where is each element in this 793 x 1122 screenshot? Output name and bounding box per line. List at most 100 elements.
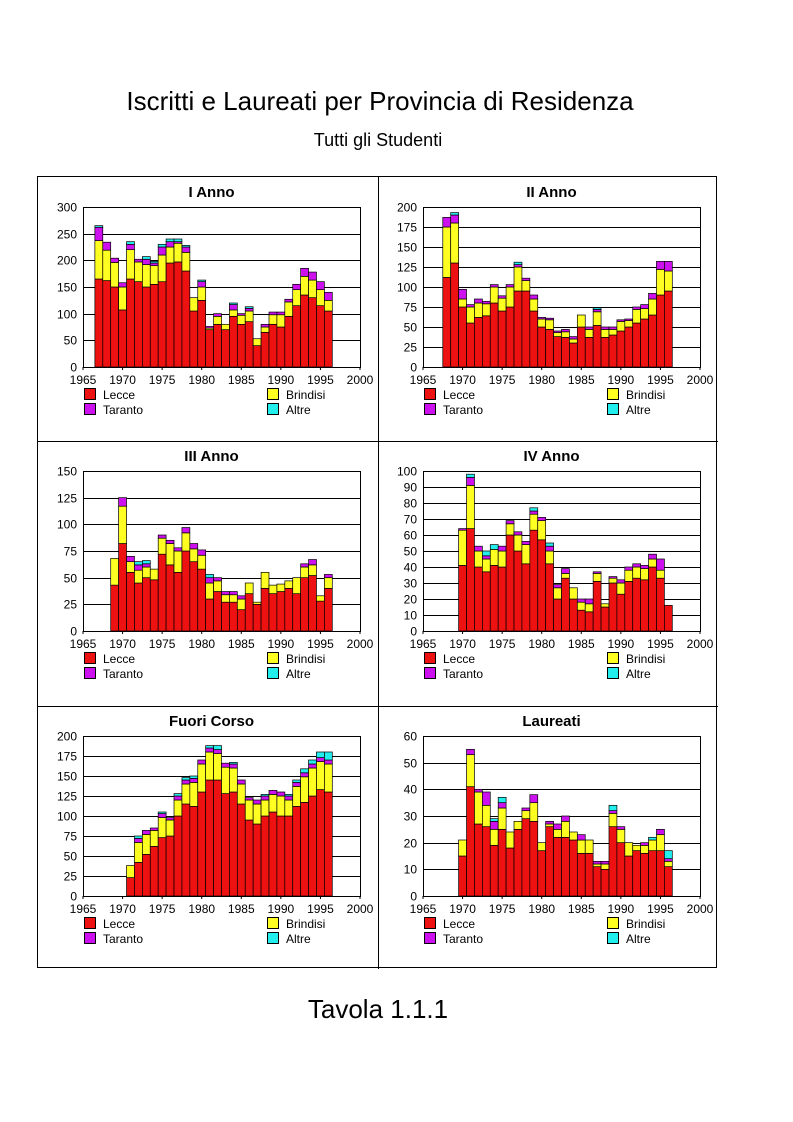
y-tick-label: 25 [64, 598, 78, 612]
bar-segment-lecce [126, 877, 135, 897]
bar-segment-lecce [513, 550, 523, 632]
bar-segment-taranto [640, 304, 649, 309]
y-tick-label: 100 [57, 308, 77, 322]
y-tick-label: 200 [57, 254, 77, 268]
bar-segment-lecce [632, 322, 641, 368]
bar-segment-lecce [576, 609, 586, 632]
bar-segment-lecce [292, 593, 301, 632]
bar-segment-taranto [165, 241, 175, 248]
bar-segment-brindisi [213, 315, 222, 325]
x-tick-label: 2000 [347, 373, 374, 387]
bar-segment-taranto [221, 762, 230, 768]
legend-label: Altre [286, 932, 311, 946]
bar-segment-taranto [608, 576, 618, 579]
bar-segment-lecce [260, 587, 270, 632]
bar-segment-brindisi [561, 573, 570, 579]
bar-segment-lecce [197, 568, 207, 632]
bar-segment-taranto [308, 271, 317, 281]
bar-segment-taranto [284, 795, 294, 801]
bar-segment-lecce [229, 791, 238, 897]
bar-segment-taranto [189, 543, 199, 550]
bar-segment-brindisi [324, 763, 333, 793]
bar-segment-taranto [324, 759, 333, 765]
bar-segment-lecce [165, 835, 175, 897]
bar-segment-lecce [576, 852, 586, 897]
bar-segment-brindisi [616, 321, 626, 332]
legend-label: Taranto [103, 403, 143, 417]
bar-segment-brindisi [284, 301, 294, 317]
bar-segment-brindisi [308, 279, 317, 299]
legend-label: Brindisi [286, 917, 325, 931]
bar-segment-brindisi [292, 577, 301, 595]
bar-segment-altre [482, 550, 491, 557]
bar-segment-brindisi [664, 860, 673, 868]
bar-segment-taranto [126, 555, 135, 563]
bar-segment-brindisi [213, 580, 222, 592]
bar-segment-taranto [656, 261, 665, 270]
bar-segment-brindisi [640, 568, 649, 581]
bar-segment-lecce [600, 868, 610, 897]
bar-segment-taranto [545, 545, 554, 552]
bar-segment-lecce [592, 866, 602, 897]
bar-segment-lecce [102, 280, 112, 368]
bar-segment-lecce [608, 582, 618, 632]
bar-segment-taranto [505, 520, 515, 525]
x-tick-label: 1980 [188, 902, 215, 916]
bar-segment-brindisi [205, 751, 214, 781]
bar-segment-altre [608, 804, 618, 812]
bar-segment-taranto [505, 284, 515, 288]
legend-label: Lecce [443, 652, 475, 666]
bar-segment-lecce [252, 823, 262, 897]
bar-segment-lecce [110, 584, 119, 632]
bar-segment-taranto [173, 795, 183, 801]
bar-segment-brindisi [173, 242, 183, 263]
bar-segment-altre [592, 307, 602, 310]
bar-segment-lecce [229, 601, 238, 632]
bar-segment-brindisi [632, 566, 641, 579]
bar-segment-taranto [592, 860, 602, 865]
bar-segment-lecce [592, 325, 602, 368]
bar-segment-taranto [529, 510, 539, 515]
bar-segment-lecce [213, 323, 222, 368]
bar-segment-lecce [316, 789, 325, 897]
y-tick-label: 125 [397, 261, 417, 275]
x-tick-label: 1995 [307, 902, 334, 916]
bar-segment-brindisi [584, 329, 594, 338]
x-tick-label: 1965 [410, 373, 437, 387]
plot-frame [423, 207, 701, 368]
bar-segment-lecce [149, 283, 159, 368]
bar-segment-taranto [142, 830, 151, 835]
bar-segment-lecce [584, 337, 594, 368]
bar-segment-taranto [561, 815, 570, 822]
x-tick-label: 1970 [449, 902, 476, 916]
bar-segment-altre [664, 850, 673, 860]
bar-segment-brindisi [592, 863, 602, 868]
bar-segment-lecce [569, 342, 578, 368]
bar-segment-brindisi [474, 302, 483, 318]
chart-panel: Laureati 0 10 20 30 40 50 60 1965 1970 1975 1980 198… [404, 713, 714, 946]
bar-segment-lecce [142, 286, 151, 368]
bar-segment-lecce [656, 850, 665, 897]
bar-segment-brindisi [173, 799, 183, 817]
x-tick-label: 1980 [188, 373, 215, 387]
bar-segment-brindisi [537, 842, 547, 852]
y-tick-label: 10 [404, 609, 418, 623]
bar-segment-taranto [221, 591, 230, 596]
bar-segment-lecce [276, 591, 286, 632]
chart-panel: II Anno 0 25 50 75 100 125 150 175 200 1965 1970 197… [397, 184, 714, 417]
bar-segment-lecce [134, 582, 143, 632]
bar-segment-altre [181, 245, 191, 248]
bar-segment-brindisi [134, 842, 143, 863]
x-tick-label: 1975 [489, 637, 516, 651]
bar-segment-brindisi [458, 529, 467, 566]
bar-segment-altre [189, 775, 199, 779]
chart-title: III Anno [184, 448, 238, 465]
y-tick-label: 10 [404, 863, 418, 877]
bar-segment-brindisi [213, 753, 222, 781]
bar-segment-brindisi [553, 587, 562, 600]
bar-segment-lecce [236, 609, 246, 632]
bar-segment-brindisi [260, 571, 270, 589]
bar-segment-brindisi [632, 309, 641, 324]
bar-segment-lecce [276, 326, 286, 368]
bar-segment-brindisi [300, 275, 309, 296]
